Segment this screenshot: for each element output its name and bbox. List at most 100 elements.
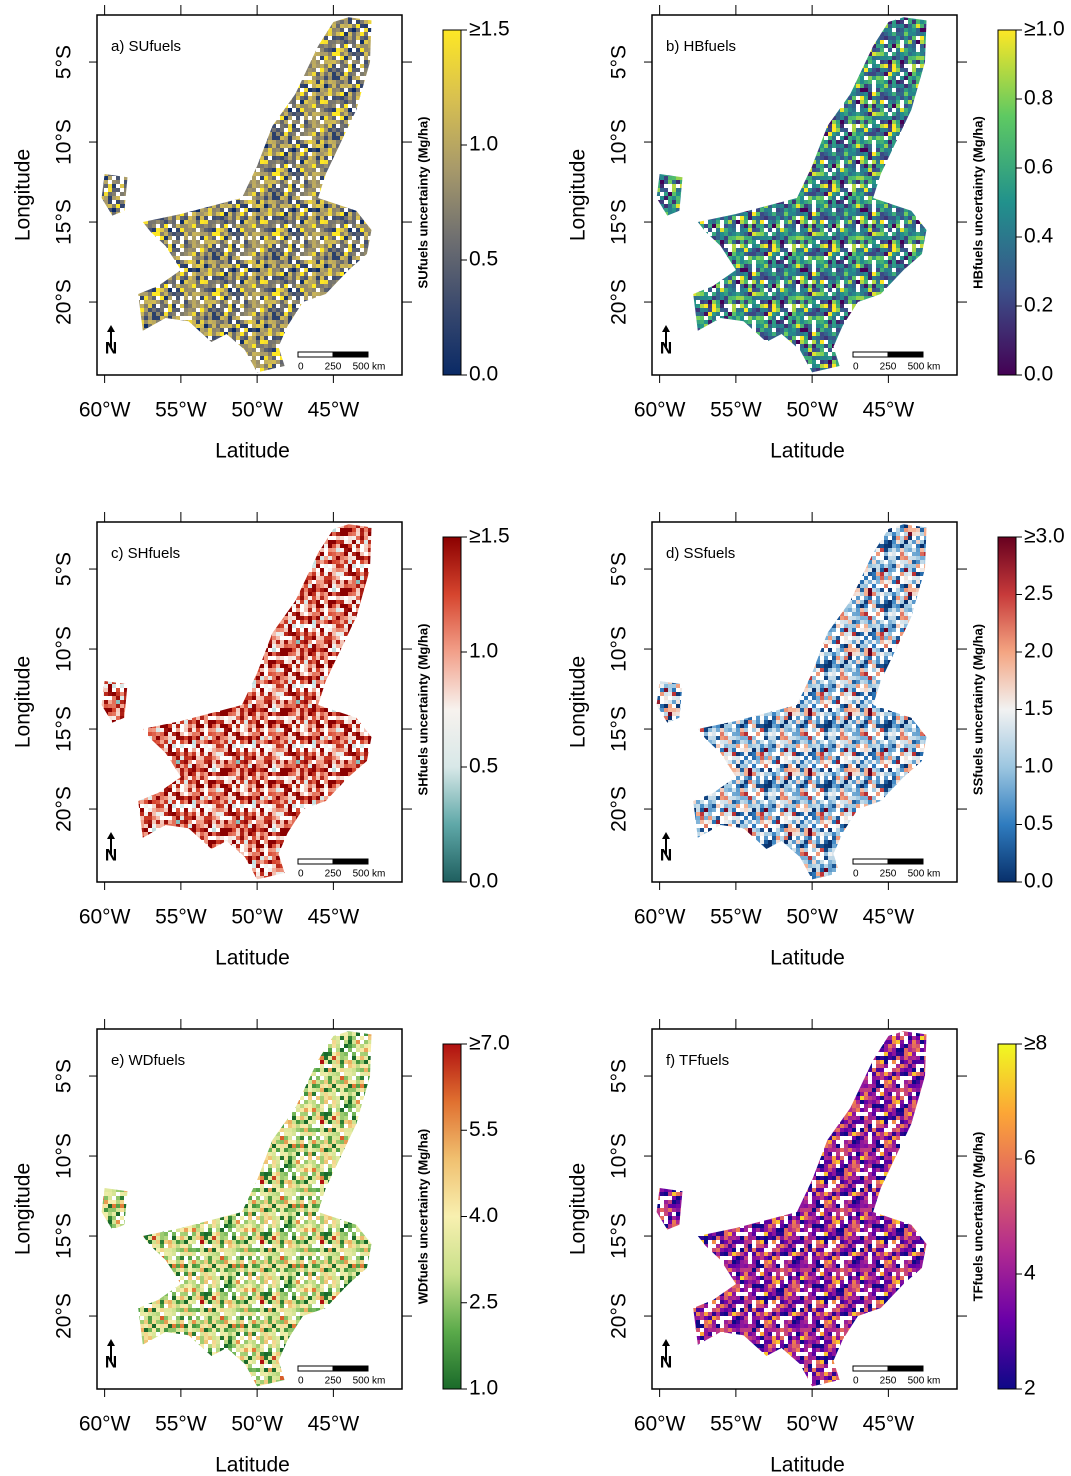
y-axis-title: Longitude [12, 1163, 35, 1255]
colorbar-tick-label: ≥1.5 [469, 525, 510, 548]
north-label: N [105, 1352, 117, 1371]
colorbar-tick-label: 0.5 [469, 248, 498, 271]
colorbar-tick-label: 2.5 [1024, 582, 1053, 605]
colorbar [997, 536, 1017, 883]
colorbar-tick-label: 0.5 [1024, 812, 1053, 835]
scale-label: 0 [853, 362, 859, 373]
y-tick-label: 5°S [53, 552, 76, 586]
x-tick-label: 50°W [231, 1413, 283, 1436]
scale-bar [887, 858, 924, 865]
y-tick-label: 5°S [608, 45, 631, 79]
x-tick-label: 45°W [308, 1413, 360, 1436]
x-axis-title: Latitude [215, 440, 290, 463]
x-tick-label: 45°W [863, 399, 915, 422]
y-tick-label: 20°S [608, 786, 631, 832]
colorbar [442, 1043, 462, 1390]
scale-label: 0 [298, 362, 304, 373]
panel-label: d) SSfuels [666, 545, 735, 562]
y-tick-label: 15°S [608, 706, 631, 752]
x-tick-label: 55°W [155, 399, 207, 422]
colorbar-tick-label: 1.5 [1024, 697, 1053, 720]
scale-label: 250 [880, 362, 897, 373]
map-panel: e) WDfuels 60°W 55°W 50°W 45°W 5°S 10°S 15°S 20°… [12, 1019, 510, 1476]
colorbar-tick-label: ≥7.0 [469, 1032, 510, 1055]
scale-bar [297, 351, 334, 358]
x-tick-label: 60°W [634, 1413, 686, 1436]
x-tick-label: 55°W [710, 399, 762, 422]
y-axis-title: Longitude [567, 1163, 590, 1255]
scale-label: 500 km [353, 869, 386, 880]
x-axis-title: Latitude [215, 947, 290, 970]
x-tick-label: 50°W [786, 906, 838, 929]
scale-bar [852, 858, 889, 865]
scale-label: 500 km [908, 869, 941, 880]
map-frame [96, 1028, 403, 1390]
y-tick-label: 20°S [53, 1293, 76, 1339]
colorbar-title: SHfuels uncertainty (Mg/ha) [415, 624, 430, 796]
y-axis-title: Longitude [567, 656, 590, 748]
x-tick-label: 50°W [231, 906, 283, 929]
scale-bar [852, 351, 889, 358]
map-frame [651, 1028, 958, 1390]
panel-label: c) SHfuels [111, 545, 180, 562]
map-panel: f) TFfuels 60°W 55°W 50°W 45°W 5°S 10°S 15°S 20°… [567, 1019, 1047, 1476]
panel-label: a) SUfuels [111, 38, 181, 55]
north-arrow [662, 1339, 670, 1346]
north-arrow [107, 1339, 115, 1346]
colorbar-title: TFfuels uncertainty (Mg/ha) [970, 1132, 985, 1302]
colorbar-tick-label: 1.0 [469, 640, 498, 663]
north-arrow [662, 832, 670, 839]
colorbar [997, 29, 1017, 376]
y-axis-title: Longitude [12, 149, 35, 241]
map-panel: d) SSfuels 60°W 55°W 50°W 45°W 5°S 10°S 15°S 20°… [567, 512, 1065, 970]
colorbar-tick-label: ≥3.0 [1024, 525, 1065, 548]
y-tick-label: 15°S [53, 199, 76, 245]
scale-label: 250 [880, 869, 897, 880]
scale-label: 500 km [908, 362, 941, 373]
scale-label: 250 [325, 869, 342, 880]
y-tick-label: 5°S [608, 1059, 631, 1093]
colorbar-title: WDfuels uncertainty (Mg/ha) [415, 1129, 430, 1305]
colorbar-tick-label: 0.0 [1024, 363, 1053, 386]
map-panel: a) SUfuels 60°W 55°W 50°W 45°W 5°S 10°S 15°S 20°… [12, 5, 510, 463]
colorbar-tick-label: 4 [1024, 1262, 1036, 1285]
x-tick-label: 55°W [710, 1413, 762, 1436]
y-tick-label: 10°S [608, 626, 631, 672]
colorbar-tick-label: 1.0 [469, 1377, 498, 1400]
y-tick-label: 20°S [608, 1293, 631, 1339]
colorbar-title: SUfuels uncertainty (Mg/ha) [415, 117, 430, 289]
colorbar-tick-label: 0.8 [1024, 87, 1053, 110]
panel-label: f) TFfuels [666, 1052, 729, 1069]
colorbar-tick-label: ≥1.5 [469, 18, 510, 41]
north-label: N [660, 845, 672, 864]
colorbar-tick-label: 4.0 [469, 1204, 498, 1227]
north-arrow [662, 325, 670, 332]
x-axis-title: Latitude [770, 947, 845, 970]
x-tick-label: 50°W [786, 399, 838, 422]
x-axis-title: Latitude [215, 1454, 290, 1476]
scale-label: 0 [853, 1376, 859, 1387]
scale-label: 0 [298, 869, 304, 880]
colorbar-tick-label: 2.0 [1024, 640, 1053, 663]
x-tick-label: 55°W [710, 906, 762, 929]
x-tick-label: 60°W [79, 1413, 131, 1436]
scale-bar [332, 1365, 369, 1372]
scale-label: 250 [325, 362, 342, 373]
colorbar-tick-label: 0.0 [469, 870, 498, 893]
y-tick-label: 20°S [608, 279, 631, 325]
map-region [656, 17, 927, 373]
colorbar-tick-label: 0.2 [1024, 294, 1053, 317]
colorbar-tick-label: ≥1.0 [1024, 18, 1065, 41]
x-tick-label: 50°W [786, 1413, 838, 1436]
x-tick-label: 45°W [308, 906, 360, 929]
panel-label: e) WDfuels [111, 1052, 185, 1069]
north-label: N [105, 845, 117, 864]
x-tick-label: 60°W [79, 399, 131, 422]
y-tick-label: 10°S [608, 1133, 631, 1179]
colorbar-tick-label: 6 [1024, 1147, 1036, 1170]
colorbar [997, 1043, 1017, 1390]
x-tick-label: 60°W [634, 906, 686, 929]
colorbar-tick-label: 0.0 [1024, 870, 1053, 893]
